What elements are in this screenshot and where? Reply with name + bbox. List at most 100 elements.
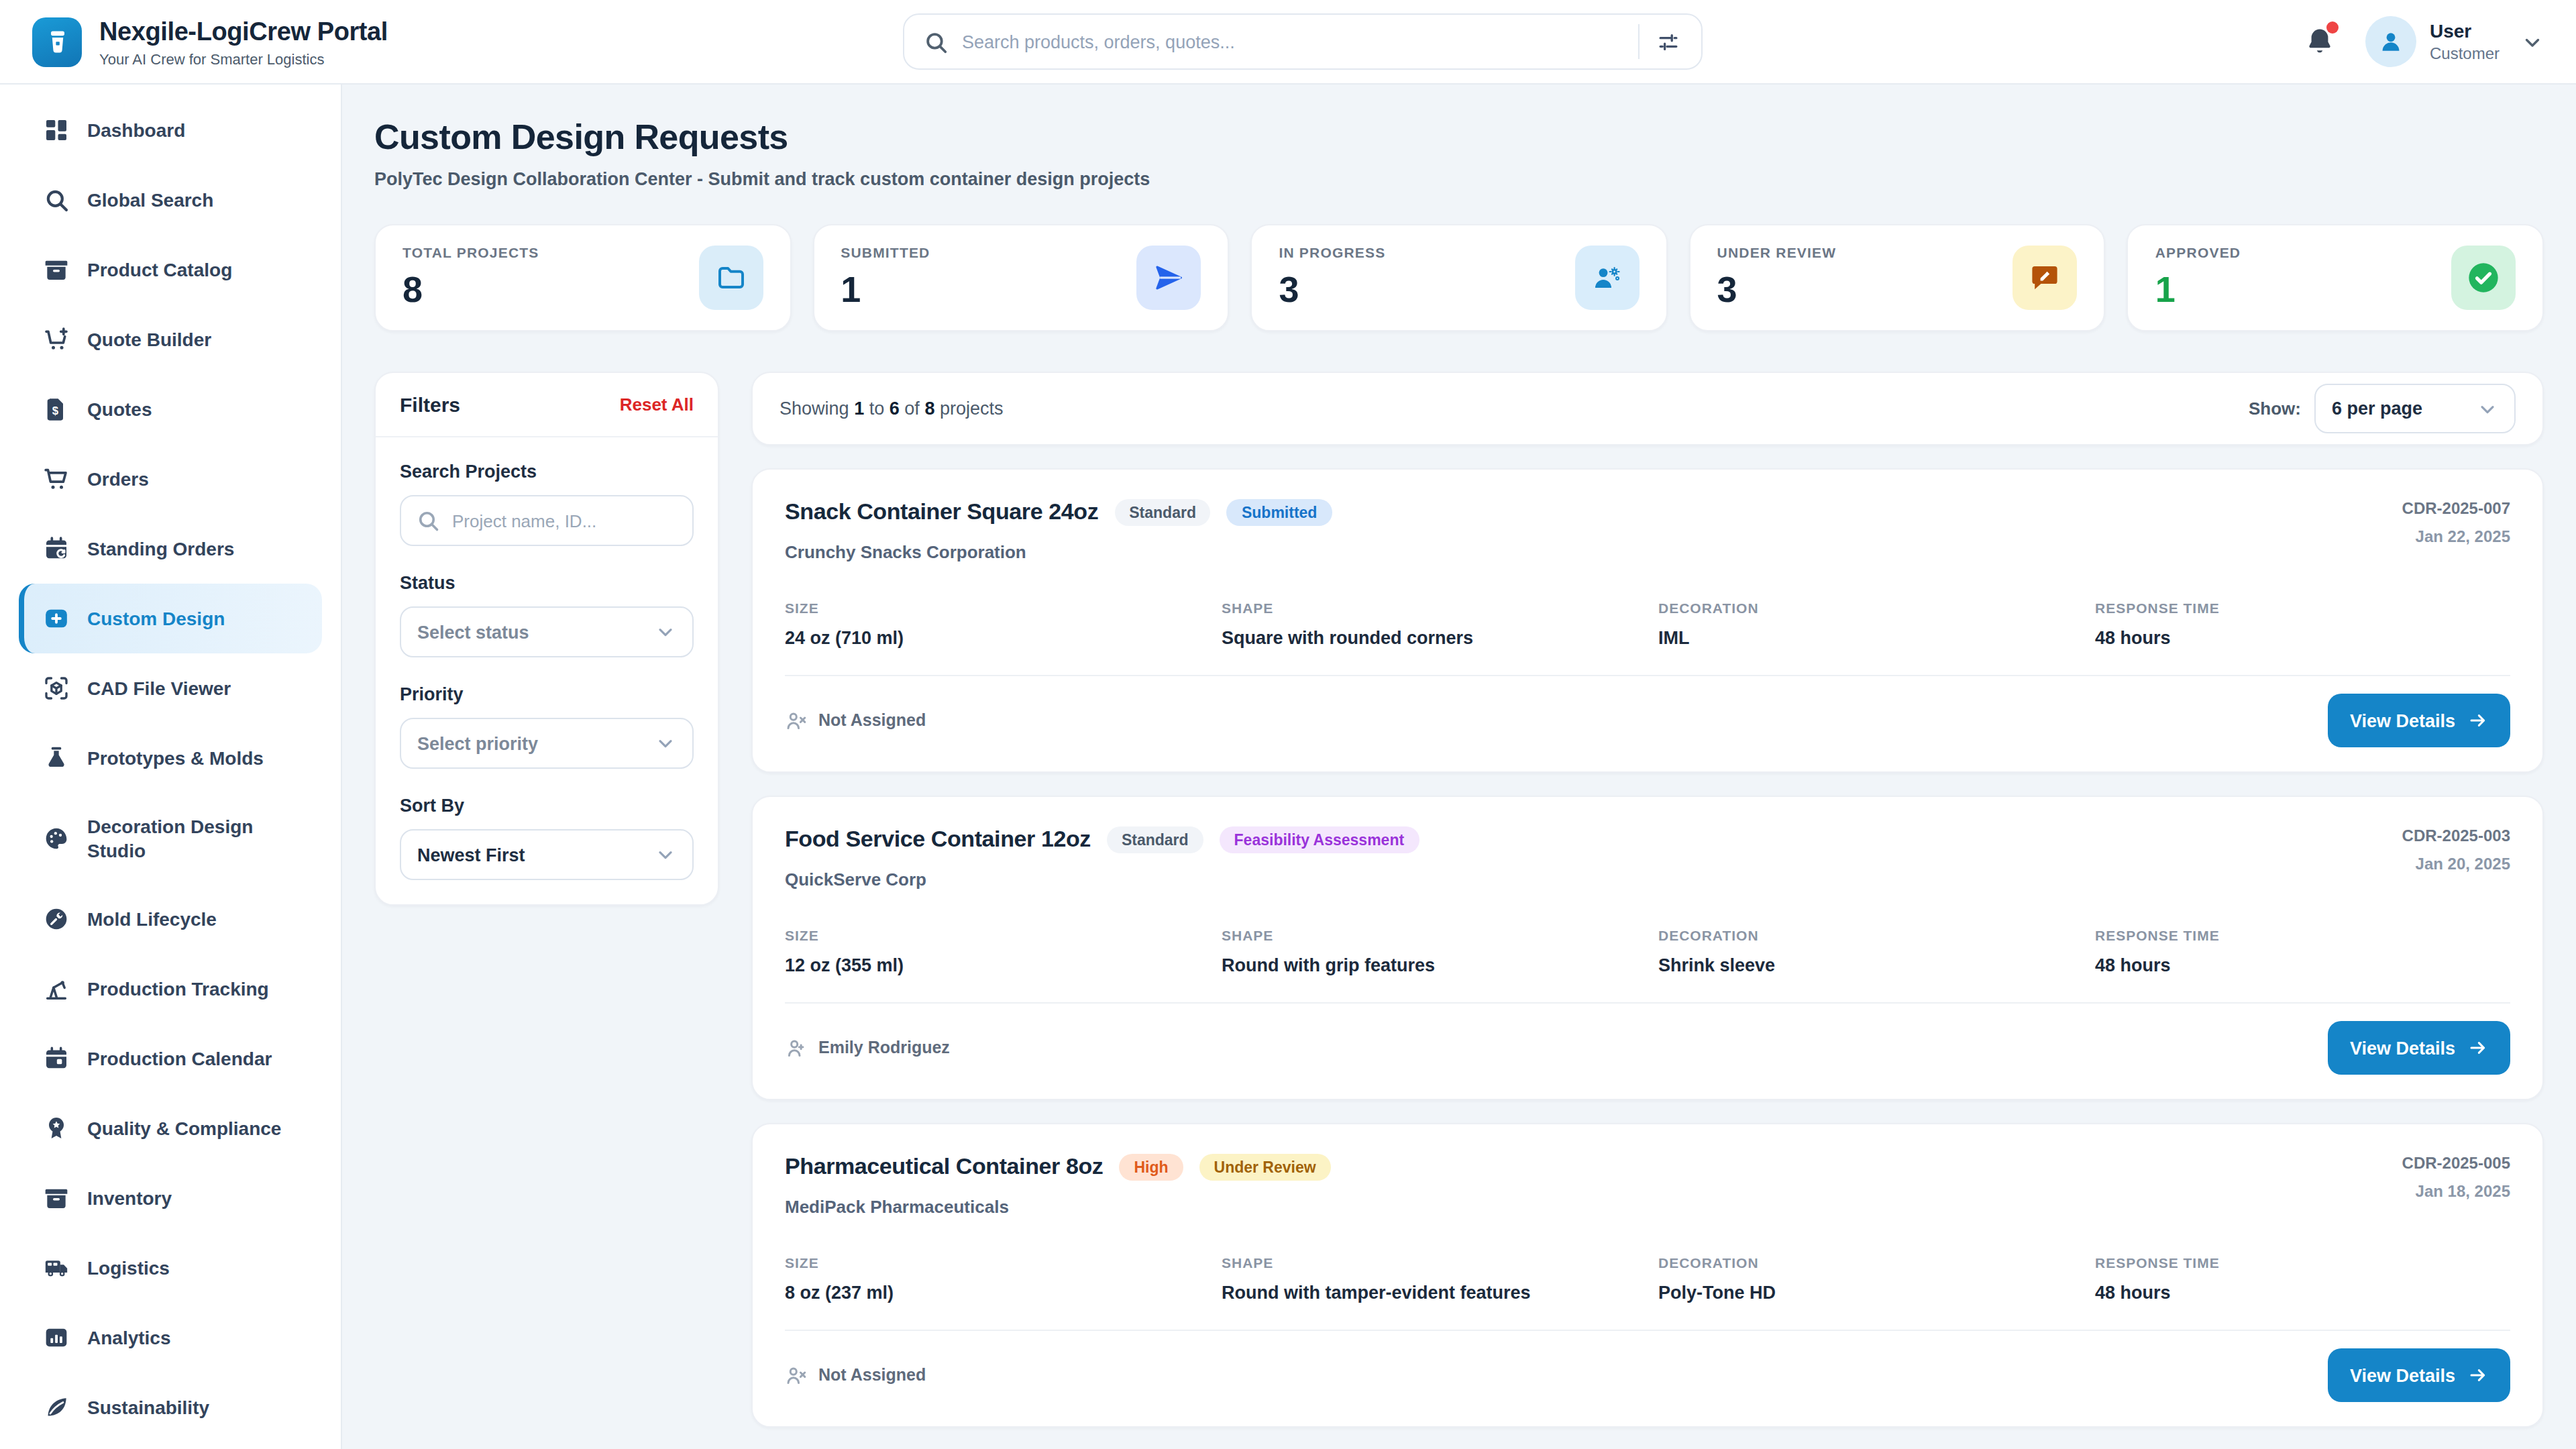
pump-jack-icon bbox=[43, 976, 70, 1003]
chevron-down-icon bbox=[2477, 398, 2498, 419]
avatar bbox=[2365, 16, 2416, 67]
project-size: 24 oz (710 ml) bbox=[785, 628, 1200, 648]
app-title: Nexgile-LogiCrew Portal bbox=[99, 17, 388, 46]
assigned-status: Not Assigned bbox=[785, 709, 926, 732]
palette-icon bbox=[43, 825, 70, 852]
filters-title: Filters bbox=[400, 393, 460, 416]
sidebar-item-prototypes-molds[interactable]: Prototypes & Molds bbox=[19, 723, 322, 793]
sidebar-item-product-catalog[interactable]: Product Catalog bbox=[19, 235, 322, 305]
user-x-icon bbox=[785, 1364, 808, 1387]
show-label: Show: bbox=[2249, 398, 2301, 419]
sliders-icon bbox=[1656, 29, 1682, 54]
showing-summary: Showing 1 to 6 of 8 projects bbox=[780, 398, 1004, 419]
page-subtitle: PolyTec Design Collaboration Center - Su… bbox=[374, 169, 2544, 189]
search-filter-button[interactable] bbox=[1645, 19, 1693, 64]
project-shape: Round with grip features bbox=[1222, 955, 1637, 975]
sidebar-item-quality-compliance[interactable]: Quality & Compliance bbox=[19, 1094, 322, 1164]
arrow-right-icon bbox=[2467, 710, 2489, 731]
plus-square-icon bbox=[43, 605, 70, 632]
page-title: Custom Design Requests bbox=[374, 117, 2544, 158]
priority-badge: Standard bbox=[1114, 499, 1211, 526]
quote-document-icon: $ bbox=[43, 396, 70, 423]
view-details-button[interactable]: View Details bbox=[2328, 1021, 2510, 1075]
per-page-select[interactable]: 6 per page bbox=[2314, 384, 2516, 433]
check-circle-icon bbox=[2451, 246, 2516, 310]
reset-all-link[interactable]: Reset All bbox=[620, 394, 694, 415]
sidebar-item-logistics[interactable]: Logistics bbox=[19, 1234, 322, 1303]
sidebar-item-quotes[interactable]: $ Quotes bbox=[19, 374, 322, 444]
search-icon bbox=[923, 29, 949, 54]
project-search-input[interactable] bbox=[400, 495, 694, 546]
project-response-time: 48 hours bbox=[2095, 628, 2510, 648]
sidebar-item-cad-file-viewer[interactable]: CAD File Viewer bbox=[19, 653, 322, 723]
project-card: Snack Container Square 24oz Standard Sub… bbox=[751, 468, 2544, 773]
stat-card-total-projects: TOTAL PROJECTS 8 bbox=[374, 224, 791, 331]
project-card: Food Service Container 12oz Standard Fea… bbox=[751, 796, 2544, 1100]
project-shape: Square with rounded corners bbox=[1222, 628, 1637, 648]
cart-icon bbox=[43, 466, 70, 492]
sort-select[interactable]: Newest First bbox=[400, 829, 694, 880]
view-details-button[interactable]: View Details bbox=[2328, 1348, 2510, 1402]
calendar-icon bbox=[43, 1046, 70, 1073]
stats-row: TOTAL PROJECTS 8 SUBMITTED 1 bbox=[374, 224, 2544, 331]
sidebar-item-global-search[interactable]: Global Search bbox=[19, 165, 322, 235]
project-decoration: IML bbox=[1658, 628, 2074, 648]
sidebar-item-production-tracking[interactable]: Production Tracking bbox=[19, 955, 322, 1024]
sidebar-item-dashboard[interactable]: Dashboard bbox=[19, 95, 322, 165]
priority-label: Priority bbox=[400, 684, 694, 704]
sidebar-item-mold-lifecycle[interactable]: Mold Lifecycle bbox=[19, 885, 322, 955]
sidebar-item-decoration-design-studio[interactable]: Decoration Design Studio bbox=[19, 793, 322, 885]
project-company: MediPack Pharmaceuticals bbox=[785, 1197, 1331, 1217]
sidebar-item-quote-builder[interactable]: Quote Builder bbox=[19, 305, 322, 374]
chevron-down-icon bbox=[655, 733, 676, 754]
stat-card-submitted: SUBMITTED 1 bbox=[812, 224, 1229, 331]
project-name: Food Service Container 12oz bbox=[785, 826, 1091, 853]
search-divider bbox=[1638, 24, 1640, 59]
status-label: Status bbox=[400, 573, 694, 593]
user-name: User bbox=[2430, 20, 2500, 42]
stat-card-under-review: UNDER REVIEW 3 bbox=[1689, 224, 2106, 331]
sidebar-item-custom-design[interactable]: Custom Design bbox=[19, 584, 322, 653]
project-size: 12 oz (355 ml) bbox=[785, 955, 1200, 975]
user-menu[interactable]: User Customer bbox=[2365, 16, 2544, 67]
user-role: Customer bbox=[2430, 44, 2500, 63]
sidebar-item-standing-orders[interactable]: Standing Orders bbox=[19, 514, 322, 584]
user-x-icon bbox=[785, 709, 808, 732]
message-pen-icon bbox=[2013, 246, 2078, 310]
sidebar-item-orders[interactable]: Orders bbox=[19, 444, 322, 514]
flask-icon bbox=[43, 745, 70, 771]
chevron-down-icon bbox=[655, 844, 676, 865]
sort-by-label: Sort By bbox=[400, 796, 694, 816]
status-select[interactable]: Select status bbox=[400, 606, 694, 657]
projects-list: Showing 1 to 6 of 8 projects Show: 6 per… bbox=[751, 372, 2544, 1428]
project-date: Jan 20, 2025 bbox=[2402, 855, 2510, 873]
brand: Nexgile-LogiCrew Portal Your AI Crew for… bbox=[32, 17, 388, 66]
arrow-right-icon bbox=[2467, 1364, 2489, 1386]
project-shape: Round with tamper-evident features bbox=[1222, 1283, 1637, 1303]
sidebar-item-sustainability[interactable]: Sustainability bbox=[19, 1373, 322, 1443]
priority-select[interactable]: Select priority bbox=[400, 718, 694, 769]
view-details-button[interactable]: View Details bbox=[2328, 694, 2510, 747]
search-input[interactable] bbox=[962, 32, 1633, 52]
user-icon bbox=[785, 1036, 808, 1059]
sidebar-item-inventory[interactable]: Inventory bbox=[19, 1164, 322, 1234]
search-projects-label: Search Projects bbox=[400, 462, 694, 482]
project-card: Pharmaceutical Container 8oz High Under … bbox=[751, 1123, 2544, 1428]
project-id: CDR-2025-005 bbox=[2402, 1154, 2510, 1173]
notifications-button[interactable] bbox=[2304, 25, 2336, 58]
sidebar-item-analytics[interactable]: Analytics bbox=[19, 1303, 322, 1373]
send-icon bbox=[1136, 246, 1201, 310]
status-badge: Submitted bbox=[1227, 499, 1332, 526]
project-response-time: 48 hours bbox=[2095, 955, 2510, 975]
sidebar-item-production-calendar[interactable]: Production Calendar bbox=[19, 1024, 322, 1094]
calendar-repeat-icon bbox=[43, 535, 70, 562]
assigned-status: Emily Rodriguez bbox=[785, 1036, 950, 1059]
project-decoration: Poly-Tone HD bbox=[1658, 1283, 2074, 1303]
archive-box-icon bbox=[43, 1185, 70, 1212]
status-badge: Feasibility Assessment bbox=[1220, 826, 1419, 853]
search-icon bbox=[43, 186, 70, 213]
archive-box-icon bbox=[43, 256, 70, 283]
search-icon bbox=[416, 508, 440, 533]
project-name: Pharmaceutical Container 8oz bbox=[785, 1154, 1103, 1181]
project-id: CDR-2025-007 bbox=[2402, 499, 2510, 518]
